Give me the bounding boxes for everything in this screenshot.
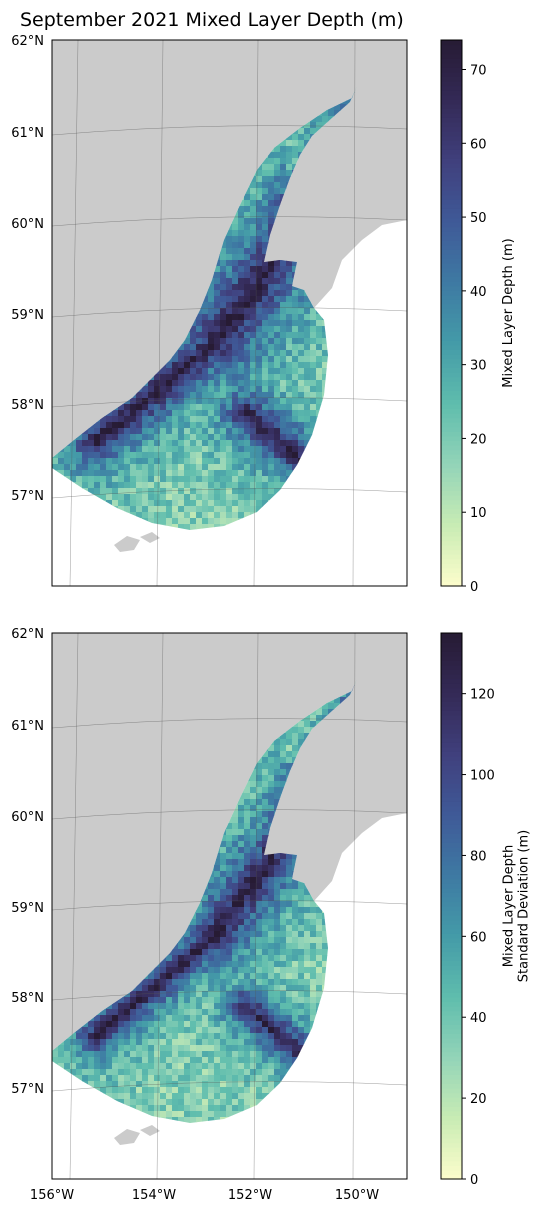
lon-label: 154°W	[132, 1188, 176, 1203]
colorbar-tick-label: 0	[470, 1173, 478, 1188]
figure-title: September 2021 Mixed Layer Depth (m)	[20, 9, 404, 31]
small-island	[140, 1125, 160, 1136]
colorbar-tick-label: 70	[470, 64, 487, 79]
lat-label: 59°N	[11, 308, 44, 323]
colorbar-tick-label: 60	[470, 930, 487, 945]
graticule	[51, 632, 408, 1180]
map-panel-mean: 62°N 61°N 60°N 59°N 58°N 57°N	[11, 34, 408, 587]
lat-label: 58°N	[11, 991, 44, 1006]
colorbar-std: 0 20 40 60 80 100 120 Mixed Layer Depth Standard…	[440, 632, 532, 1188]
colorbar-tick-label: 120	[470, 688, 495, 703]
colorbar-tick-label: 10	[470, 506, 487, 521]
colorbar-mean: 0 10 20 30 40 50 60 70 Mixed Layer Depth (m)	[440, 39, 516, 595]
lat-label: 61°N	[11, 126, 44, 141]
colorbar-tick-label: 20	[470, 1092, 487, 1107]
colorbar-tick-label: 40	[470, 285, 487, 300]
small-island	[114, 1129, 140, 1145]
colorbar-tick-label: 40	[470, 1011, 487, 1026]
colorbar-tick-label: 30	[470, 359, 487, 374]
mainland-alaska	[52, 40, 407, 458]
lat-label: 59°N	[11, 901, 44, 916]
colorbar-frame	[440, 632, 463, 1180]
colorbar-tick-label: 20	[470, 432, 487, 447]
colorbar-tick-label: 60	[470, 137, 487, 152]
colorbar-label: Standard Deviation (m)	[517, 830, 532, 982]
map-frame	[51, 39, 408, 587]
graticule	[51, 39, 408, 587]
lon-label: 150°W	[335, 1188, 379, 1203]
lat-label: 57°N	[11, 489, 44, 504]
lat-label: 61°N	[11, 719, 44, 734]
small-island	[114, 536, 140, 552]
lon-label: 152°W	[228, 1188, 272, 1203]
colorbar-tick-label: 50	[470, 211, 487, 226]
lat-label: 60°N	[11, 810, 44, 825]
map-panel-std: 62°N 61°N 60°N 59°N 58°N 57°N 156°W 154°W 152°W 1…	[11, 627, 408, 1203]
colorbar-label: Mixed Layer Depth (m)	[501, 238, 516, 387]
small-island	[140, 532, 160, 543]
lon-label: 156°W	[30, 1188, 74, 1203]
lat-label: 62°N	[11, 627, 44, 642]
colorbar-label: Mixed Layer Depth	[502, 845, 517, 967]
colorbar-tick-label: 0	[470, 580, 478, 595]
colorbar-tick-label: 100	[470, 769, 495, 784]
lat-label: 60°N	[11, 217, 44, 232]
colorbar-frame	[440, 39, 463, 587]
colorbar-tick-label: 80	[470, 849, 487, 864]
lat-label: 62°N	[11, 34, 44, 49]
map-frame	[51, 632, 408, 1180]
map-panels: 62°N 61°N 60°N 59°N 58°N 57°N 0 10 20 30 40 50 60 70 M…	[11, 34, 531, 1203]
lat-label: 58°N	[11, 398, 44, 413]
mainland-alaska	[52, 633, 407, 1051]
lat-label: 57°N	[11, 1082, 44, 1097]
